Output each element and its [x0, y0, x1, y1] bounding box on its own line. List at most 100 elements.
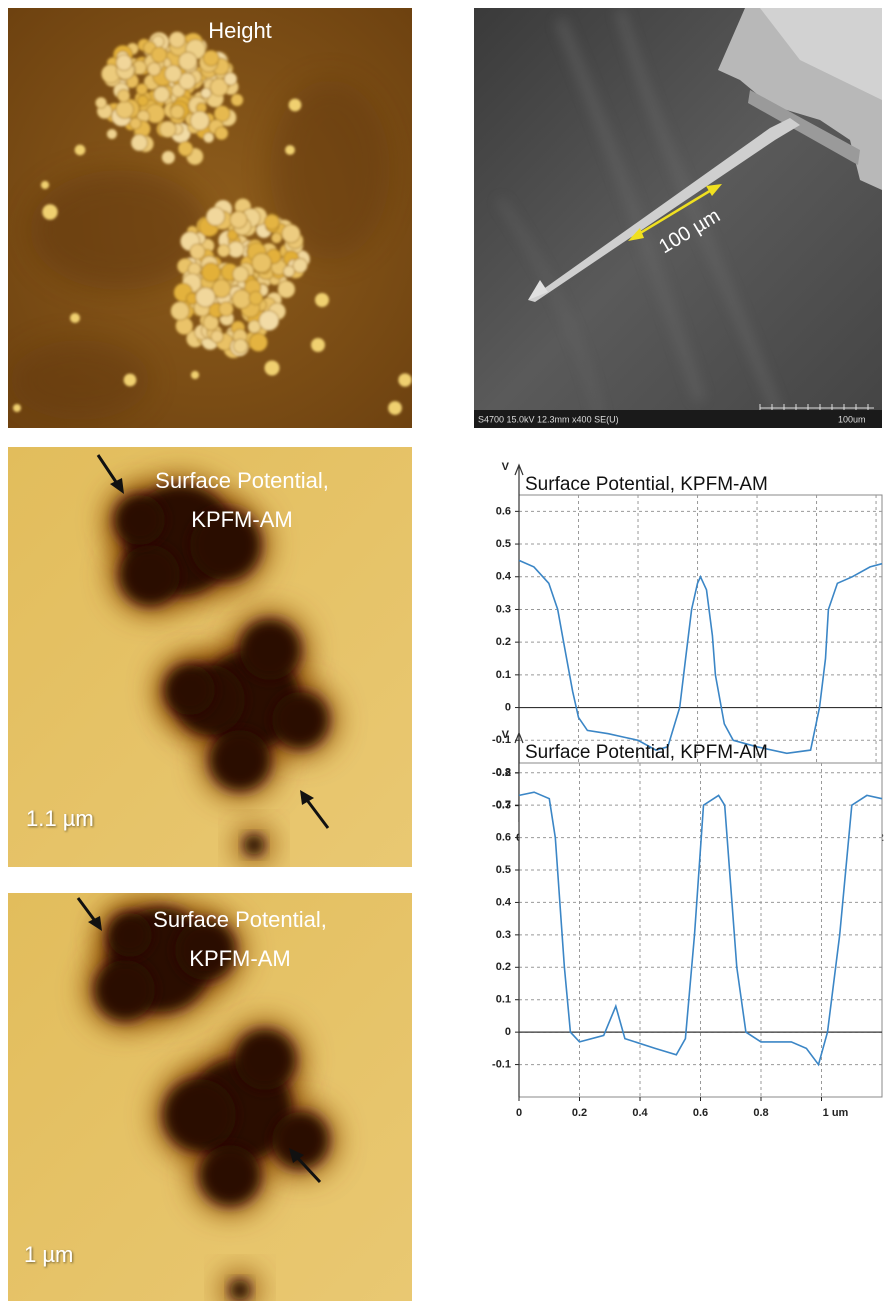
grain — [168, 31, 186, 49]
grain — [153, 86, 170, 103]
grain — [212, 279, 231, 299]
y-tick-label: 0.4 — [496, 571, 512, 583]
grain — [217, 244, 231, 258]
charts: -0.3 -0.2 -0.1 0 0.1 0.2 0.3 0.4 0.5 0.6 0 0.2 0.4 0.… — [492, 461, 884, 1119]
grain — [248, 290, 264, 306]
grain — [229, 210, 248, 229]
domain — [235, 1030, 295, 1090]
grain — [129, 117, 142, 130]
y-tick-label: 0.4 — [496, 896, 512, 908]
kpfm-image: Surface Potential, KPFM-AM 1 µm — [8, 893, 412, 1301]
axis-arrow — [514, 463, 524, 476]
y-tick-label: 0.5 — [496, 538, 511, 550]
domain — [165, 665, 215, 715]
particle — [285, 145, 295, 155]
grain — [282, 265, 296, 278]
particle — [40, 180, 50, 190]
chart-title: Surface Potential, KPFM-AM — [525, 742, 768, 763]
height-image: Height — [8, 8, 412, 428]
grain — [95, 96, 108, 109]
grain — [147, 62, 162, 77]
image-title: KPFM-AM — [189, 946, 290, 971]
particle — [74, 144, 86, 156]
particle — [314, 292, 330, 308]
grain — [161, 150, 176, 165]
particle — [264, 360, 280, 376]
grain — [117, 89, 131, 103]
domain — [164, 1079, 236, 1151]
grain — [230, 93, 244, 107]
particle — [42, 204, 58, 220]
grain — [223, 72, 238, 86]
scale-bar-label: 1 µm — [24, 1242, 73, 1267]
grain — [281, 224, 301, 244]
grain — [205, 206, 226, 227]
grain — [292, 257, 308, 274]
sem-scale-bar: 100um — [838, 414, 866, 424]
grain — [159, 120, 177, 138]
grain — [258, 310, 280, 331]
particle — [288, 98, 302, 112]
grain — [202, 49, 220, 67]
grain — [232, 338, 248, 354]
grain — [130, 134, 148, 152]
grain — [232, 265, 249, 283]
x-tick-label: 0.2 — [572, 1107, 587, 1119]
grain — [209, 77, 229, 97]
grain — [203, 132, 215, 144]
domain — [272, 692, 328, 748]
grain — [106, 128, 118, 140]
grain — [170, 301, 190, 321]
sem-image: 100 µm S4700 15.0kV 12.3mm x400 SE(U) 10… — [474, 8, 882, 428]
y-tick-label: -0.1 — [492, 734, 511, 746]
y-tick-label: 0.1 — [496, 994, 511, 1006]
y-tick-label: 0.3 — [496, 603, 511, 615]
domain — [120, 545, 180, 605]
x-tick-label: 0.4 — [632, 1107, 648, 1119]
grain — [178, 51, 198, 71]
particle — [190, 370, 200, 380]
grain — [227, 240, 245, 258]
domain — [272, 1112, 328, 1168]
grain — [214, 126, 229, 141]
image-title: Surface Potential, — [155, 468, 329, 493]
y-axis-label: V — [502, 461, 510, 473]
domain — [230, 1280, 250, 1300]
y-tick-label: -0.2 — [492, 767, 511, 779]
y-tick-label: 0.5 — [496, 864, 511, 876]
grain — [189, 243, 206, 260]
grain — [251, 252, 272, 273]
particle — [311, 338, 325, 352]
grain — [277, 280, 296, 299]
particle — [388, 401, 402, 415]
grain — [210, 329, 224, 344]
y-tick-label: 0 — [505, 1026, 511, 1038]
grain — [249, 332, 268, 352]
y-tick-label: 0.3 — [496, 929, 511, 941]
y-tick-label: 0.6 — [496, 505, 511, 517]
y-axis-label: V — [502, 729, 510, 741]
particle — [69, 312, 81, 324]
image-title: KPFM-AM — [191, 507, 292, 532]
particle — [398, 373, 412, 387]
axis-arrow — [514, 731, 524, 744]
grain — [137, 94, 149, 107]
sem-caption: S4700 15.0kV 12.3mm x400 SE(U) — [478, 414, 619, 424]
grain — [135, 83, 148, 96]
grain — [115, 100, 134, 119]
y-tick-label: 0.1 — [496, 669, 511, 681]
x-tick-label: 1 um — [823, 1107, 849, 1119]
grain — [270, 232, 283, 244]
grain — [200, 87, 212, 99]
domain — [115, 495, 165, 545]
kpfm-image: Surface Potential, KPFM-AM 1.1 µm — [8, 447, 412, 867]
x-tick-label: 0.8 — [753, 1107, 768, 1119]
panel-label: Height — [208, 18, 272, 43]
grain — [177, 140, 194, 157]
y-tick-label: -0.1 — [492, 1058, 511, 1070]
y-tick-label: -0.3 — [492, 800, 511, 812]
data-line — [518, 791, 883, 1067]
particle — [12, 403, 22, 413]
particle — [123, 373, 137, 387]
